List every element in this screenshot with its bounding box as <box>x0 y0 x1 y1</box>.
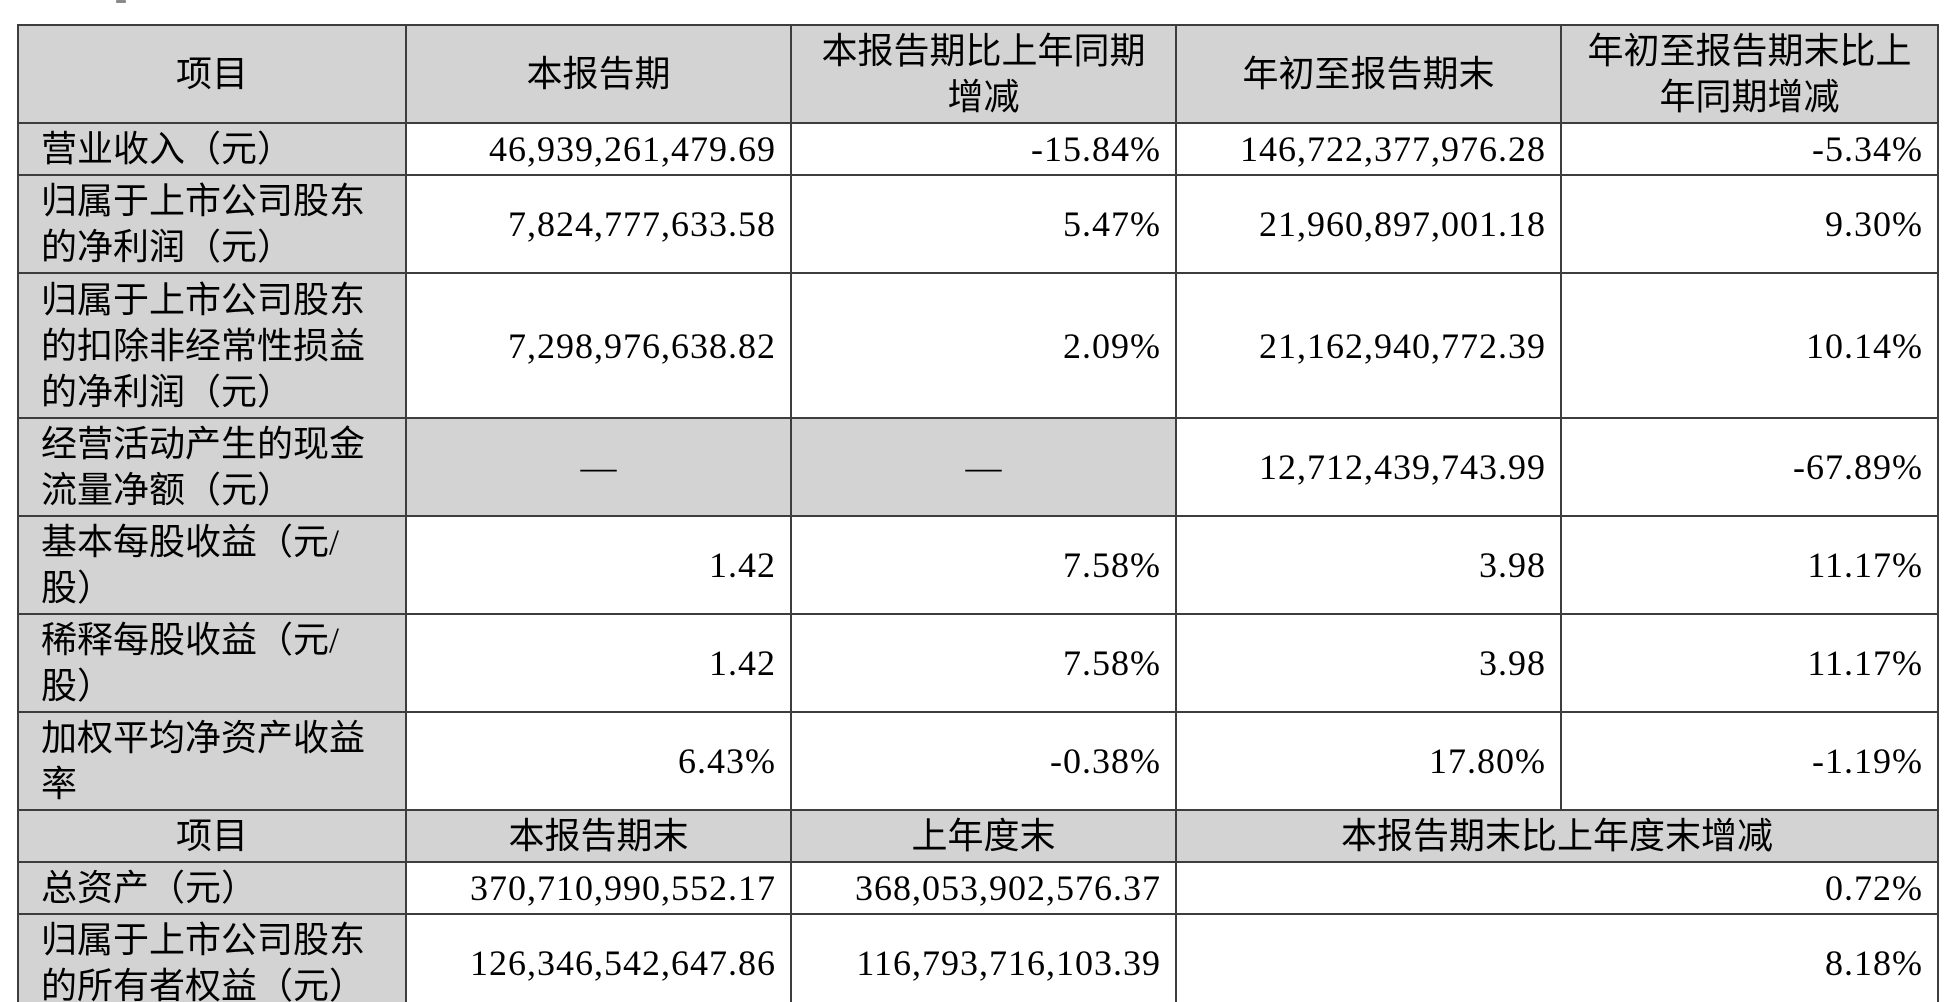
row-label: 归属于上市公司股东的所有者权益（元） <box>17 913 407 1002</box>
column-header-period-end-change: 本报告期末比上年度末增减 <box>1175 809 1939 863</box>
cell-value: -1.19% <box>1560 711 1939 811</box>
cell-value: 11.17% <box>1560 613 1939 713</box>
financial-summary-table: 项目 本报告期 本报告期比上年同期增减 年初至报告期末 年初至报告期末比上年同期… <box>17 24 1939 1002</box>
cell-value-empty: — <box>790 417 1177 517</box>
cell-value: 12,712,439,743.99 <box>1175 417 1562 517</box>
cell-value: 116,793,716,103.39 <box>790 913 1177 1002</box>
row-label: 经营活动产生的现金流量净额（元） <box>17 417 407 517</box>
cell-value: 46,939,261,479.69 <box>405 122 792 176</box>
column-header-period-end: 本报告期末 <box>405 809 792 863</box>
cell-value: 10.14% <box>1560 272 1939 419</box>
table-row-operating-cash-flow: 经营活动产生的现金流量净额（元） — — 12,712,439,743.99 -… <box>17 417 1939 517</box>
cell-value: 3.98 <box>1175 613 1562 713</box>
cell-value: 11.17% <box>1560 515 1939 615</box>
cell-value: 368,053,902,576.37 <box>790 861 1177 915</box>
row-label: 稀释每股收益（元/股） <box>17 613 407 713</box>
cell-value: 21,960,897,001.18 <box>1175 174 1562 274</box>
cell-value: 7,824,777,633.58 <box>405 174 792 274</box>
cell-value-empty: — <box>405 417 792 517</box>
table-row-net-profit-excl-nonrecurring: 归属于上市公司股东的扣除非经常性损益的净利润（元） 7,298,976,638.… <box>17 272 1939 419</box>
cell-value: -5.34% <box>1560 122 1939 176</box>
row-label: 基本每股收益（元/股） <box>17 515 407 615</box>
table-row-basic-eps: 基本每股收益（元/股） 1.42 7.58% 3.98 11.17% <box>17 515 1939 615</box>
cell-value: 7,298,976,638.82 <box>405 272 792 419</box>
column-header-current-period-change: 本报告期比上年同期增减 <box>790 24 1177 124</box>
cell-value: 1.42 <box>405 515 792 615</box>
row-label: 总资产（元） <box>17 861 407 915</box>
table-row-owners-equity: 归属于上市公司股东的所有者权益（元） 126,346,542,647.86 11… <box>17 913 1939 1002</box>
cell-value: 2.09% <box>790 272 1177 419</box>
column-header-ytd-change: 年初至报告期末比上年同期增减 <box>1560 24 1939 124</box>
cell-value: 126,346,542,647.86 <box>405 913 792 1002</box>
row-label: 归属于上市公司股东的扣除非经常性损益的净利润（元） <box>17 272 407 419</box>
cell-value: 5.47% <box>790 174 1177 274</box>
table-row-diluted-eps: 稀释每股收益（元/股） 1.42 7.58% 3.98 11.17% <box>17 613 1939 713</box>
row-label: 营业收入（元） <box>17 122 407 176</box>
cell-value: 21,162,940,772.39 <box>1175 272 1562 419</box>
table-row-total-assets: 总资产（元） 370,710,990,552.17 368,053,902,57… <box>17 861 1939 915</box>
section1-header-row: 项目 本报告期 本报告期比上年同期增减 年初至报告期末 年初至报告期末比上年同期… <box>17 24 1939 124</box>
row-label: 归属于上市公司股东的净利润（元） <box>17 174 407 274</box>
column-header-prior-year-end: 上年度末 <box>790 809 1177 863</box>
column-header-ytd: 年初至报告期末 <box>1175 24 1562 124</box>
cell-value: 370,710,990,552.17 <box>405 861 792 915</box>
table-row-net-profit: 归属于上市公司股东的净利润（元） 7,824,777,633.58 5.47% … <box>17 174 1939 274</box>
cell-value: -0.38% <box>790 711 1177 811</box>
section2-header-row: 项目 本报告期末 上年度末 本报告期末比上年度末增减 <box>17 809 1939 863</box>
cell-value: 9.30% <box>1560 174 1939 274</box>
cell-value: 6.43% <box>405 711 792 811</box>
cell-value: 146,722,377,976.28 <box>1175 122 1562 176</box>
cell-value: 8.18% <box>1175 913 1939 1002</box>
cropped-text-artifact <box>116 0 126 3</box>
column-header-current-period: 本报告期 <box>405 24 792 124</box>
column-header-item: 项目 <box>17 24 407 124</box>
cell-value: -67.89% <box>1560 417 1939 517</box>
cell-value: 3.98 <box>1175 515 1562 615</box>
cell-value: 0.72% <box>1175 861 1939 915</box>
row-label: 加权平均净资产收益率 <box>17 711 407 811</box>
cell-value: 7.58% <box>790 613 1177 713</box>
table-row-weighted-avg-roe: 加权平均净资产收益率 6.43% -0.38% 17.80% -1.19% <box>17 711 1939 811</box>
cell-value: 7.58% <box>790 515 1177 615</box>
column-header-item-2: 项目 <box>17 809 407 863</box>
cell-value: -15.84% <box>790 122 1177 176</box>
cell-value: 17.80% <box>1175 711 1562 811</box>
table-row-operating-revenue: 营业收入（元） 46,939,261,479.69 -15.84% 146,72… <box>17 122 1939 176</box>
cell-value: 1.42 <box>405 613 792 713</box>
